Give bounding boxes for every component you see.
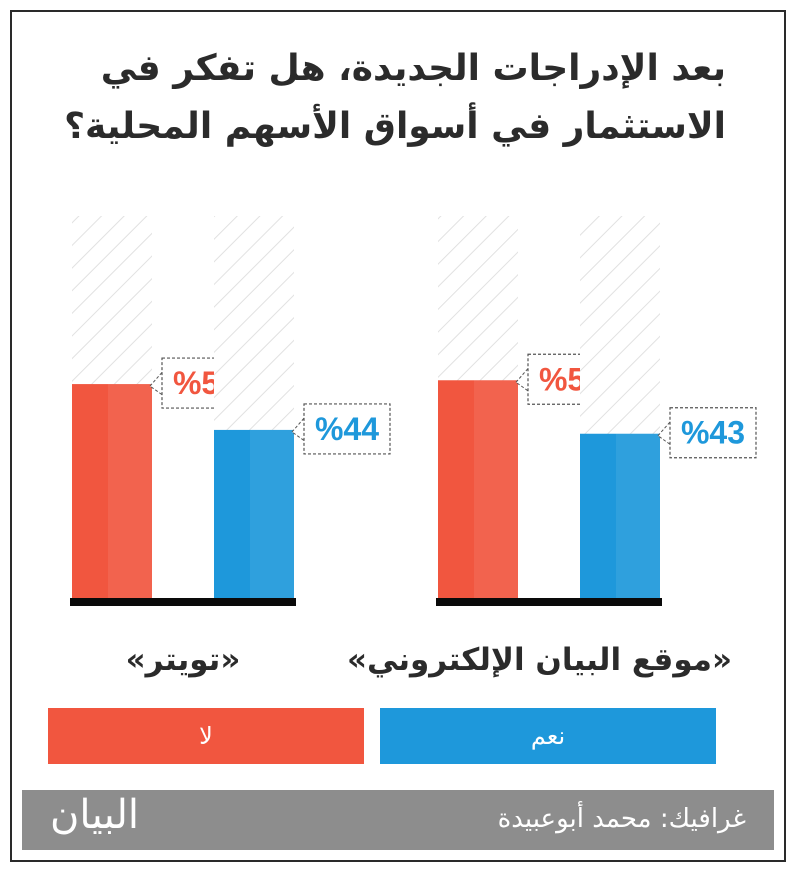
callout-box-website-1 <box>669 407 757 459</box>
callout-pointer-twitter-1 <box>291 414 307 443</box>
legend-yes-label: نعم <box>530 722 566 750</box>
bar-sheen-website-0 <box>474 380 518 598</box>
callout-pointer-twitter-0 <box>149 368 165 398</box>
baseline-website <box>436 598 662 606</box>
callout-pointer-website-1 <box>657 418 673 447</box>
graphic-credit: غرافيك: محمد أبوعبيدة <box>497 804 746 834</box>
bar-sheen-twitter-0 <box>108 384 152 598</box>
bar-twitter-0 <box>72 384 152 598</box>
title-line-1: بعد الإدراجات الجديدة، هل تفكر في <box>100 48 726 89</box>
panel-label-twitter: «تويتر» <box>125 642 241 678</box>
legend-no-label: لا <box>199 722 213 750</box>
bar-website-1 <box>580 433 660 598</box>
bar-sheen-website-1 <box>616 433 660 598</box>
callout-pointer-website-0 <box>515 364 531 394</box>
legend-no: لا <box>48 708 364 764</box>
value-label-twitter-1: %44 <box>315 411 379 447</box>
legend-yes: نعم <box>380 708 716 764</box>
callout-box-twitter-1 <box>303 403 391 455</box>
chart-title: بعد الإدراجات الجديدة، هل تفكر في الاستث… <box>46 40 726 156</box>
al-bayan-logo: البيان <box>50 792 140 838</box>
title-line-2: الاستثمار في أسواق الأسهم المحلية؟ <box>64 106 726 147</box>
baseline-twitter <box>70 598 296 606</box>
panel-label-website: «موقع البيان الإلكتروني» <box>346 642 732 678</box>
footer: غرافيك: محمد أبوعبيدة البيان <box>22 790 774 850</box>
value-label-website-1: %43 <box>681 415 745 451</box>
bar-sheen-twitter-1 <box>250 429 294 598</box>
bar-website-0 <box>438 380 518 598</box>
bar-twitter-1 <box>214 429 294 598</box>
